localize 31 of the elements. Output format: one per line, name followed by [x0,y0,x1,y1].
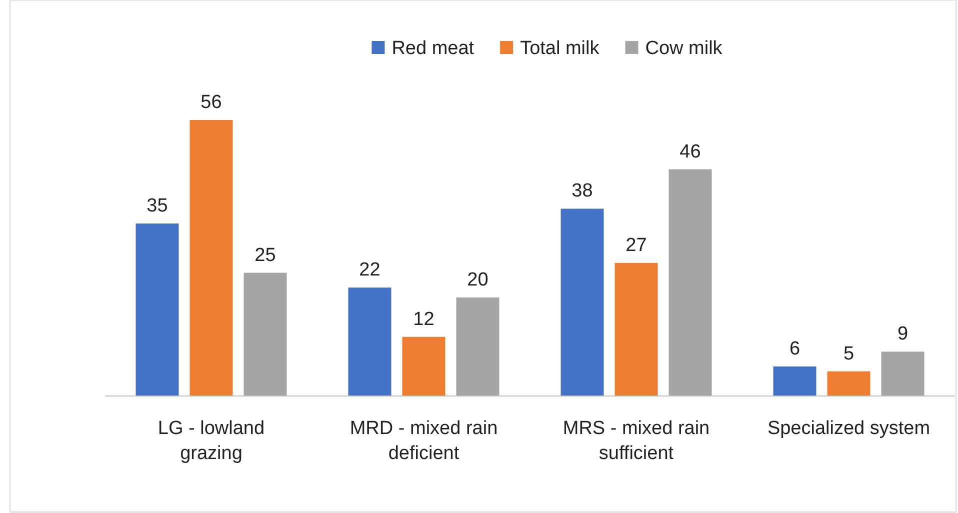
bar [668,169,712,396]
data-label: 25 [254,244,276,266]
bar [348,288,392,396]
x-tick-label: MRS - mixed rain sufficient [562,418,710,464]
bar [136,224,179,396]
bar [881,352,924,396]
data-label: 20 [467,269,488,290]
legend-label: Red meat [392,38,475,59]
data-label: 46 [680,141,701,162]
x-tick-label: LG - lowland grazing [158,418,265,464]
data-label: 9 [897,324,908,345]
bar [560,208,604,396]
data-label: 27 [626,234,647,256]
data-label: 38 [572,180,593,202]
x-tick-label: MRD - mixed rain deficient [350,418,498,464]
legend-label: Total milk [520,38,600,59]
data-label: 12 [413,308,434,330]
data-label: 56 [200,92,222,113]
bar [614,262,658,396]
bar [402,336,446,396]
bar [190,120,233,396]
data-label: 22 [359,260,380,281]
legend-label: Cow milk [645,38,723,59]
data-label: 35 [146,196,168,216]
x-tick-label: Specialized system [767,418,930,439]
bar [827,371,870,396]
data-label: 5 [843,343,854,364]
bar [456,297,500,396]
bar [244,272,287,396]
bar [773,366,816,396]
data-label: 6 [789,338,800,360]
